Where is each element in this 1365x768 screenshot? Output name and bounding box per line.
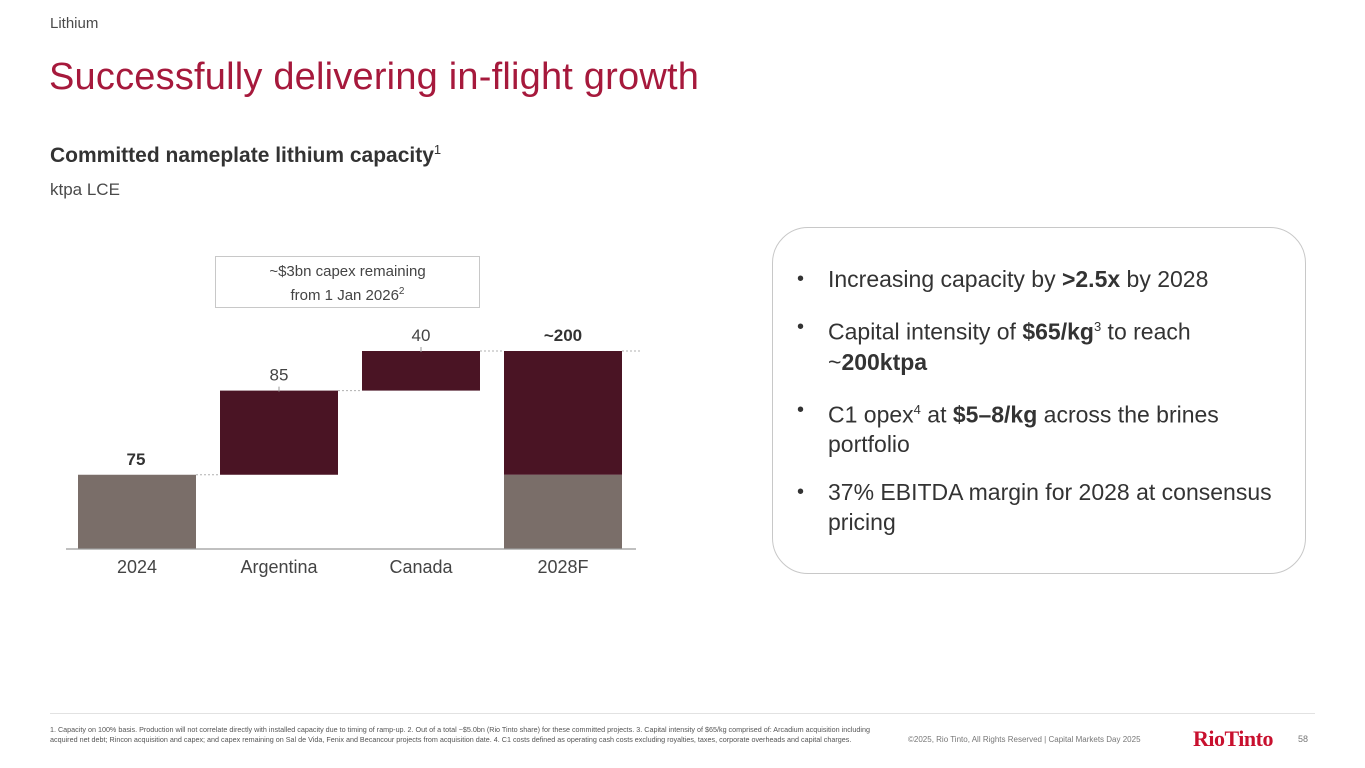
bar-argentina	[220, 390, 338, 475]
footnote-ref: 4	[913, 401, 921, 417]
highlight-text: at	[920, 401, 953, 428]
chart-subtitle-footnote-ref: 1	[433, 142, 442, 157]
data-label-2024: 75	[127, 450, 146, 469]
chart-subtitle: Committed nameplate lithium capacity1	[50, 142, 441, 168]
category-label-2024: 2024	[117, 557, 157, 577]
category-label-canada: Canada	[389, 557, 453, 577]
highlight-bold: $65/kg	[1022, 318, 1094, 345]
highlight-bold: $5–8/kg	[952, 401, 1038, 428]
highlight-text: 37% EBITDA margin for 2028 at consensus …	[828, 479, 1272, 536]
rio-tinto-logo: RioTinto	[1193, 726, 1273, 751]
section-label: Lithium	[50, 15, 99, 32]
bullet-icon: •	[797, 316, 805, 338]
highlight-text: Capital intensity of	[828, 318, 1023, 345]
category-label-2028f: 2028F	[537, 557, 588, 577]
bullet-icon: •	[797, 481, 805, 504]
highlight-text: to reach	[1101, 318, 1191, 345]
highlight-text: ~	[828, 348, 842, 375]
bar-2024	[78, 474, 196, 549]
bar-canada	[362, 351, 480, 391]
highlight-bold: 200ktpa	[841, 348, 928, 375]
bar-2028f	[504, 474, 622, 549]
highlight-text: across the brines portfolio	[828, 401, 1219, 458]
capex-note-footnote-ref: 2	[398, 286, 405, 297]
highlight-c1-opex: • C1 opex4 at $5–8/kg across the brines p…	[795, 395, 1275, 460]
data-label-canada: 40	[412, 326, 431, 345]
chart-unit: ktpa LCE	[50, 180, 120, 199]
footnote-ref: 3	[1093, 319, 1102, 334]
bullet-icon: •	[797, 398, 805, 421]
footer-divider	[50, 713, 1315, 714]
page-title: Successfully delivering in-flight growth	[49, 56, 700, 98]
highlight-text: Increasing capacity by	[828, 266, 1062, 292]
capex-note-line1: ~$3bn capex remaining	[269, 263, 426, 280]
highlight-capacity: • Increasing capacity by >2.5x by 2028	[795, 264, 1275, 294]
highlight-ebitda: • 37% EBITDA margin for 2028 at consensus…	[795, 477, 1275, 537]
data-label-argentina: 85	[270, 366, 289, 385]
highlights-callout: • Increasing capacity by >2.5x by 2028 • C…	[772, 227, 1306, 574]
highlights-list: • Increasing capacity by >2.5x by 2028 • C…	[795, 264, 1275, 555]
waterfall-chart: 75 85 40 ~200 2024 Argentina Canada 2028F	[66, 326, 640, 577]
footnotes: 1. Capacity on 100% basis. Production wi…	[50, 725, 870, 744]
highlight-text: C1 opex	[828, 401, 914, 428]
capex-note-box: ~$3bn capex remaining from 1 Jan 20262	[215, 256, 480, 308]
highlight-bold: >2.5x	[1061, 266, 1121, 292]
capex-note-line2: from 1 Jan 2026	[290, 287, 399, 304]
bar-2028f	[504, 351, 622, 475]
capex-note-line2-wrap: from 1 Jan 20262	[216, 282, 479, 306]
data-label-2028f: ~200	[544, 326, 582, 345]
page-number: 58	[1298, 734, 1309, 744]
bullet-icon: •	[797, 268, 805, 290]
copyright: ©2025, Rio Tinto, All Rights Reserved | …	[908, 735, 1141, 744]
highlight-text: by 2028	[1120, 266, 1209, 292]
highlight-capital-intensity: • Capital intensity of $65/kg3 to reach ~2…	[795, 312, 1275, 377]
chart-subtitle-text: Committed nameplate lithium capacity	[50, 144, 434, 167]
category-label-argentina: Argentina	[240, 557, 318, 577]
